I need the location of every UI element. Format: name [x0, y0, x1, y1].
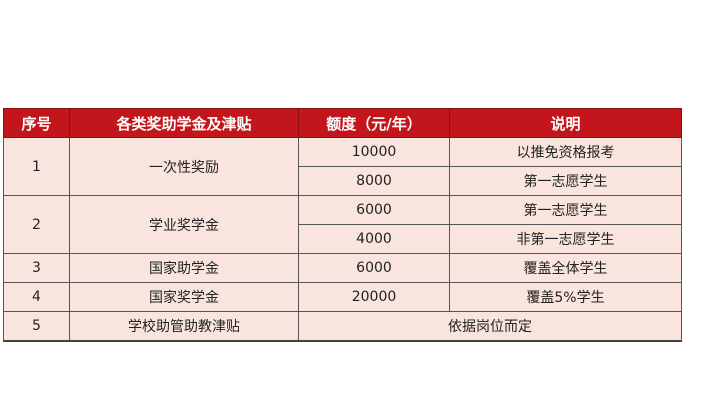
header-no: 序号 — [3, 108, 70, 138]
cell-name: 国家助学金 — [69, 253, 299, 283]
table-header-row: 序号 各类奖助学金及津贴 额度（元/年） 说明 — [3, 108, 682, 138]
cell-name: 学校助管助教津贴 — [69, 311, 299, 342]
cell-note: 第一志愿学生 — [449, 166, 682, 196]
table-row: 8000 第一志愿学生 — [4, 166, 682, 196]
cell-no: 1 — [3, 137, 70, 196]
cell-amount: 6000 — [298, 253, 450, 283]
cell-note: 非第一志愿学生 — [449, 224, 682, 254]
cell-name: 一次性奖励 — [69, 137, 299, 196]
table-row: 4 国家奖学金 20000 覆盖5%学生 — [3, 282, 682, 312]
cell-no: 3 — [3, 253, 70, 283]
header-amount: 额度（元/年） — [298, 108, 450, 138]
cell-amount: 20000 — [298, 282, 450, 312]
cell-note: 第一志愿学生 — [449, 195, 682, 225]
table-row: 1 一次性奖励 10000 以推免资格报考 — [3, 137, 682, 196]
cell-merged-note: 依据岗位而定 — [298, 311, 682, 342]
table-row: 2 学业奖学金 6000 第一志愿学生 — [3, 195, 682, 254]
cell-amount: 6000 — [298, 195, 450, 225]
cell-amount: 10000 — [298, 137, 450, 167]
header-name: 各类奖助学金及津贴 — [69, 108, 299, 138]
cell-amount: 4000 — [298, 224, 450, 254]
cell-no: 5 — [3, 311, 70, 342]
cell-note: 以推免资格报考 — [449, 137, 682, 167]
table-row: 5 学校助管助教津贴 依据岗位而定 — [3, 311, 682, 342]
header-note: 说明 — [449, 108, 682, 138]
cell-note: 覆盖全体学生 — [449, 253, 682, 283]
cell-no: 4 — [3, 282, 70, 312]
table-row: 3 国家助学金 6000 覆盖全体学生 — [3, 253, 682, 283]
table-row: 4000 非第一志愿学生 — [4, 224, 682, 254]
cell-no: 2 — [3, 195, 70, 254]
cell-amount: 8000 — [298, 166, 450, 196]
cell-name: 国家奖学金 — [69, 282, 299, 312]
cell-note: 覆盖5%学生 — [449, 282, 682, 312]
cell-name: 学业奖学金 — [69, 195, 299, 254]
scholarship-table: 序号 各类奖助学金及津贴 额度（元/年） 说明 1 一次性奖励 10000 以推… — [3, 108, 682, 342]
